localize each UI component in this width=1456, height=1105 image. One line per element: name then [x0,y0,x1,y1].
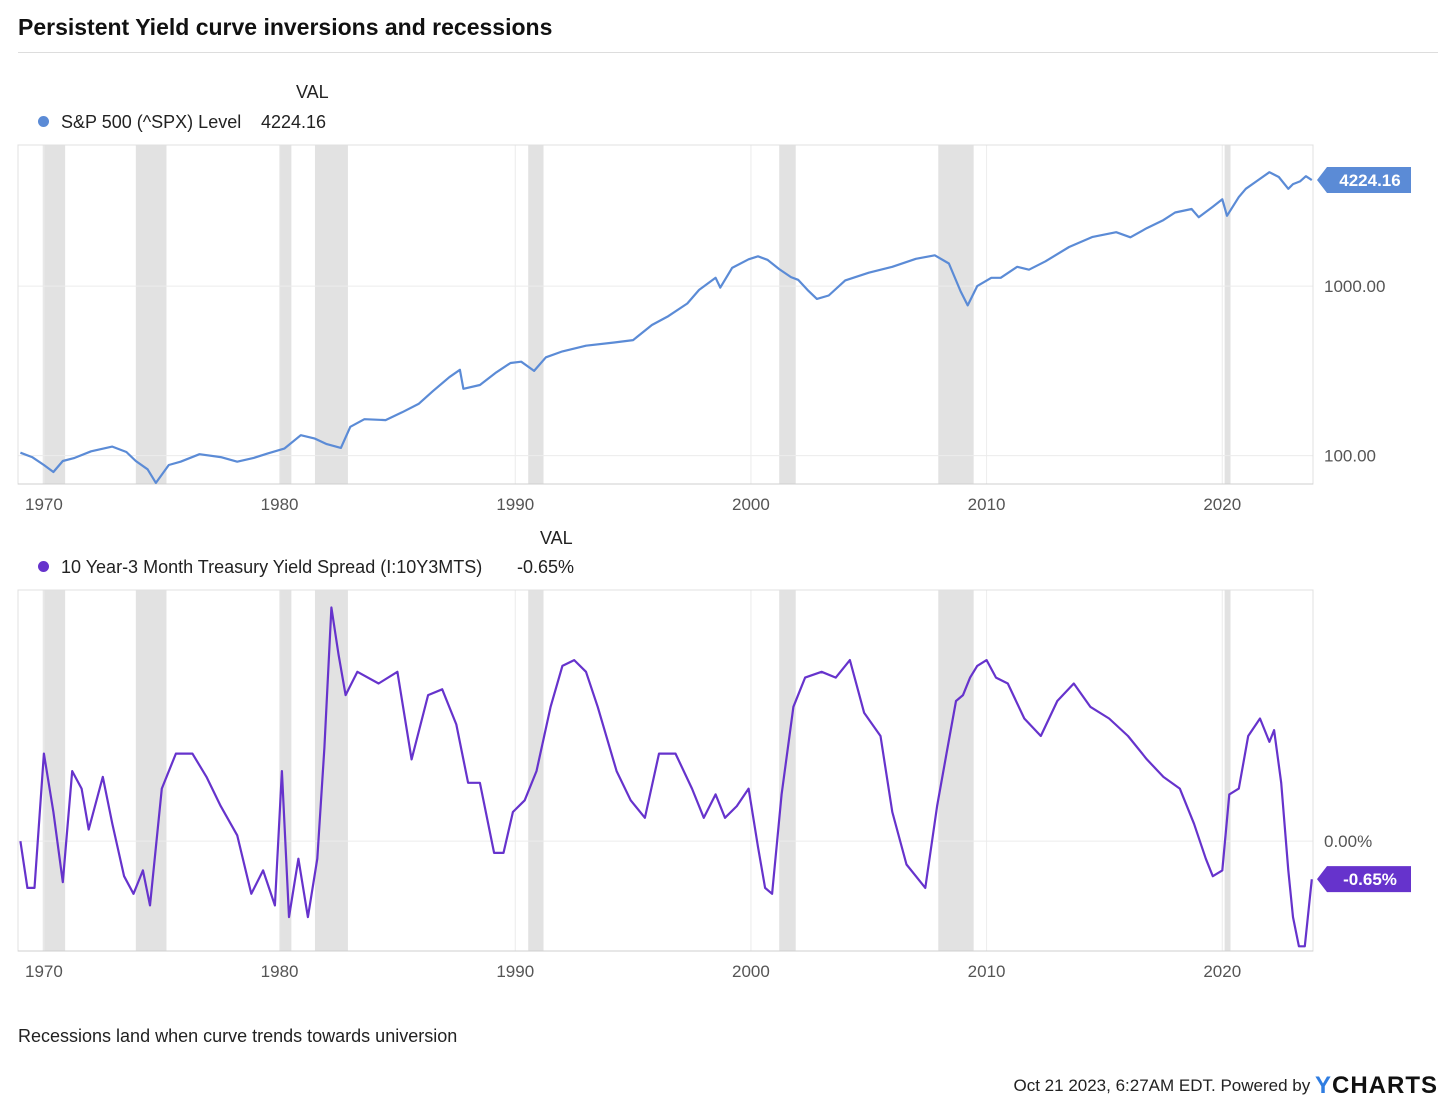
legend-spread: 10 Year-3 Month Treasury Yield Spread (I… [38,557,598,578]
x-tick-label: 1970 [25,495,63,514]
footer: Oct 21 2023, 6:27AM EDT. Powered by YCHA… [1014,1072,1438,1100]
x-tick-label: 1980 [261,495,299,514]
x-tick-label: 2020 [1203,495,1241,514]
end-value-tag: 4224.16 [1317,167,1411,194]
recession-band [938,145,974,484]
recession-band [779,590,796,951]
legend-dot-icon [38,116,49,127]
legend-series-value: -0.65% [517,557,575,577]
x-tick-label: 1990 [496,495,534,514]
recession-band [1224,590,1231,951]
x-tick-label: 2010 [968,495,1006,514]
x-tick-label: 2000 [732,962,770,981]
recession-band [314,590,348,951]
plot-frame [17,589,1314,952]
x-tick-label: 1980 [261,962,299,981]
recession-band [779,145,796,484]
timestamp: Oct 21 2023, 6:27AM EDT. [1013,1076,1216,1095]
x-tick-label: 1990 [496,962,534,981]
legend-series-value: 4224.16 [261,112,327,132]
plot-frame [17,144,1314,485]
y-tick-label: 0.00% [1324,832,1372,851]
x-tick-label: 2010 [968,962,1006,981]
ycharts-logo[interactable]: YCHARTS [1314,1072,1438,1099]
end-value-label: -0.65% [1343,870,1397,889]
legend-series-name: S&P 500 (^SPX) Level [61,112,242,132]
legend-spx: S&P 500 (^SPX) Level 4224.16 [38,112,358,133]
x-tick-label: 2000 [732,495,770,514]
recession-band [314,145,348,484]
end-value-label: 4224.16 [1339,171,1400,190]
end-value-tag: -0.65% [1317,866,1411,893]
y-tick-label: 1000.00 [1324,277,1385,296]
legend-dot-icon [38,561,49,572]
recession-band [528,145,544,484]
legend-value-header: VAL [296,82,329,102]
page-title: Persistent Yield curve inversions and re… [18,14,553,40]
series-line [19,606,1313,948]
powered-by-label: Powered by [1220,1076,1311,1095]
recession-band [1224,145,1231,484]
recession-band [42,145,66,484]
chart-note: Recessions land when curve trends toward… [18,1026,458,1046]
recession-band [279,590,292,951]
title-divider [18,52,1438,53]
series-line [20,171,1313,484]
legend-series-name: 10 Year-3 Month Treasury Yield Spread (I… [61,557,483,577]
legend-value-header: VAL [540,528,573,548]
recession-band [279,145,292,484]
chart-panel-2: 1970 1980 1990 2000 2010 2020 0.00% -0.65% [17,589,1411,981]
y-tick-label: 100.00 [1324,447,1376,466]
chart-panel-1: 1970 1980 1990 2000 2010 2020 100.00 1000.00 422… [17,144,1411,514]
x-tick-label: 1970 [25,962,63,981]
x-tick-label: 2020 [1203,962,1241,981]
recession-band [135,145,167,484]
